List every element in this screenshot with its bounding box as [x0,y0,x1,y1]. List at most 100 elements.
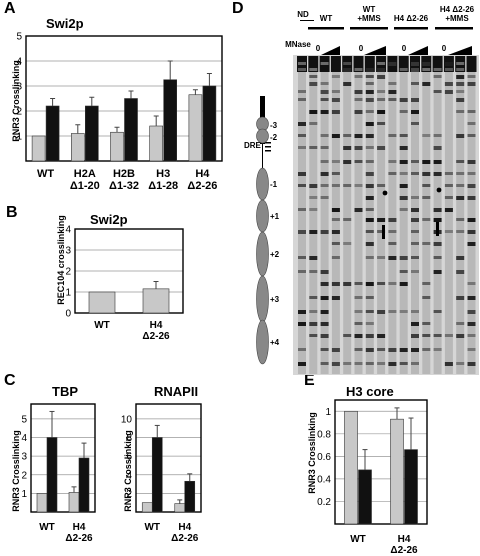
gel-band [309,230,318,234]
gel-band [444,184,453,187]
gel-band [309,196,318,199]
gel-band [467,282,476,285]
gel-band [411,98,419,102]
gel-band [422,134,431,137]
gel-band [320,348,329,351]
nucleosome-label-p4: +4 [270,338,280,347]
gel-band [444,62,453,66]
gel-band [433,134,442,137]
gel-band [388,172,397,175]
gel-band [433,172,442,176]
category-label: WT [37,168,54,180]
gel-label-mnase: MNase [285,40,311,49]
gel-band [467,75,476,78]
gel-band [365,122,374,126]
gel-band [354,134,363,138]
gel-band [365,196,374,200]
gel-band [298,348,306,351]
gel-band [343,160,352,164]
y-tick-label: 1 [16,132,22,143]
gel-band [399,184,408,188]
category-label: WT [39,522,55,533]
gel-band [331,296,340,300]
gel-band [433,68,442,71]
y-tick-label: 5 [16,32,22,43]
gel-band [343,282,352,286]
y-tick-label: 0.8 [317,429,331,440]
gel-band [365,362,374,365]
panel-letter-c: C [4,372,16,389]
gel-band [388,230,397,233]
gel-figure [256,20,479,375]
category-label: H3 [156,168,170,180]
gel-band [467,362,476,366]
dre-marks [265,142,271,152]
gel-band [399,134,408,137]
gel-band [433,208,442,212]
gel-label-wt: WT [319,14,333,23]
gel-band [354,296,363,299]
gel-well [432,56,443,72]
gel-band [365,348,374,352]
gel-band [331,230,340,234]
gel-band [422,322,431,325]
bar [174,503,186,513]
gel-band [320,172,329,176]
gel-band [298,62,306,65]
y-tick-label: 2 [65,267,71,278]
gel-band [377,230,386,233]
category-label: WT [144,522,160,533]
gel-band [354,310,363,313]
gel-band [444,68,453,71]
category-label: H4 [73,522,86,533]
y-tick-label: 5 [21,414,27,425]
gel-band [309,310,318,313]
gel-band [422,184,431,187]
panel-letter-b: B [6,204,18,221]
gel-band [365,82,374,85]
gel-band [444,334,453,337]
gel-label-h4-mms-2: +MMS [445,14,469,23]
bar [141,502,153,513]
gel-band [456,270,465,274]
gel-label-wt-mms-2: +MMS [357,14,381,23]
chart-title-a: Swi2p [46,16,84,31]
panel-letter-a: A [4,0,16,17]
gel-band [433,146,442,150]
gel-label-h4-mms-1: H4 Δ2-26 [439,5,475,14]
category-label: Δ2-26 [142,331,170,342]
y-tick-label: 2 [16,107,22,118]
gel-well [353,56,364,72]
gel-band [343,184,352,187]
gel-band [343,218,352,221]
plot-frame [25,35,223,162]
bar [184,480,196,513]
gel-band [320,270,329,274]
gel-band [354,362,363,365]
gel-band [433,256,442,259]
nucleosome-label-m1: -1 [270,180,278,189]
gel-band [467,218,476,222]
gel-well [466,56,477,72]
gel-band [456,75,465,79]
gel-band [309,322,318,326]
gel-band [433,334,442,337]
gel-band [422,196,431,199]
gel-band [365,322,374,325]
gel-band [365,110,374,113]
bar [78,457,90,513]
gel-band [388,218,397,222]
gel-band [411,172,419,175]
gel-band [298,362,306,366]
gel-band [309,68,318,71]
gel-band [331,134,340,138]
bar [142,288,170,314]
gel-band [331,282,340,286]
gel-band [411,362,419,365]
gel-band [456,256,465,260]
gel-band [433,218,442,222]
gel-band [411,196,419,199]
gel-band [411,230,419,233]
category-label: Δ1-20 [70,180,100,192]
